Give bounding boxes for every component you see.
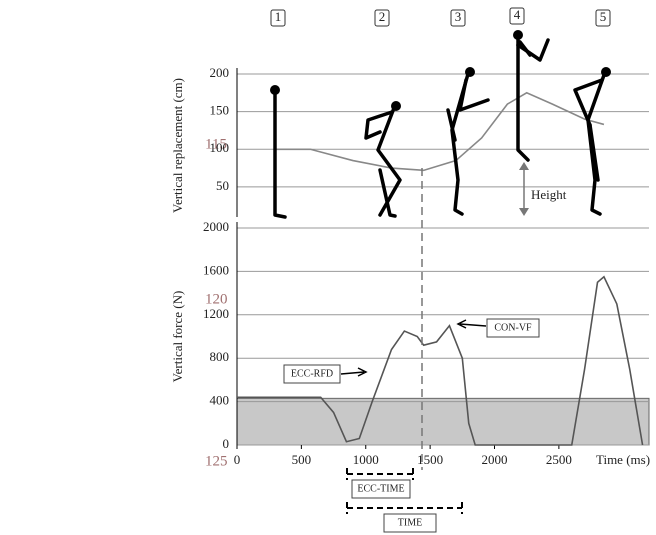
- y-tick-label: 1200: [203, 306, 229, 321]
- y-tick-label: 200: [210, 65, 230, 80]
- phase-label: 1: [275, 9, 282, 24]
- x-tick-label: 1000: [353, 452, 379, 467]
- phase-label: 4: [514, 7, 521, 22]
- phase-boxes: [271, 8, 610, 26]
- plots: 200 150 100 50 Vertical replacement (cm) 2000…: [170, 65, 650, 532]
- arrow: [341, 368, 366, 376]
- x-tick-label: 2500: [546, 452, 572, 467]
- x-tick-label: 0: [234, 452, 241, 467]
- line-number: 125: [205, 453, 228, 469]
- y-axis-title: Vertical replacement (cm): [170, 78, 185, 213]
- y-tick-label: 100: [210, 140, 230, 155]
- y-tick-label: 0: [223, 436, 230, 451]
- y-tick-label: 400: [210, 393, 230, 408]
- annotation: ECC-TIME: [357, 483, 404, 494]
- bracket: [347, 468, 413, 480]
- y-tick-label: 50: [216, 178, 229, 193]
- phase-label: 2: [379, 9, 386, 24]
- annotation: CON-VF: [494, 322, 532, 333]
- x-tick-label: 1500: [417, 452, 443, 467]
- x-tick-label: 500: [292, 452, 312, 467]
- arrow: [458, 320, 486, 328]
- y-tick-label: 2000: [203, 219, 229, 234]
- annotation: ECC-RFD: [291, 368, 333, 379]
- y-tick-label: 1600: [203, 262, 229, 277]
- y-tick-label: 800: [210, 349, 230, 364]
- shaded-band: [237, 398, 649, 445]
- figure: 115 120 125 1 2 3 4 5 20015010050Vertica…: [0, 0, 656, 535]
- x-axis-title: Time (ms): [596, 452, 650, 467]
- annotation: TIME: [398, 517, 422, 528]
- data-line: [276, 93, 604, 171]
- annotation: Height: [531, 187, 567, 202]
- y-tick-label: 150: [210, 103, 230, 118]
- x-tick-label: 2000: [482, 452, 508, 467]
- phase-label: 3: [455, 9, 462, 24]
- bracket: [347, 502, 462, 514]
- y-axis-title: Vertical force (N): [170, 291, 185, 383]
- phase-label: 5: [600, 9, 607, 24]
